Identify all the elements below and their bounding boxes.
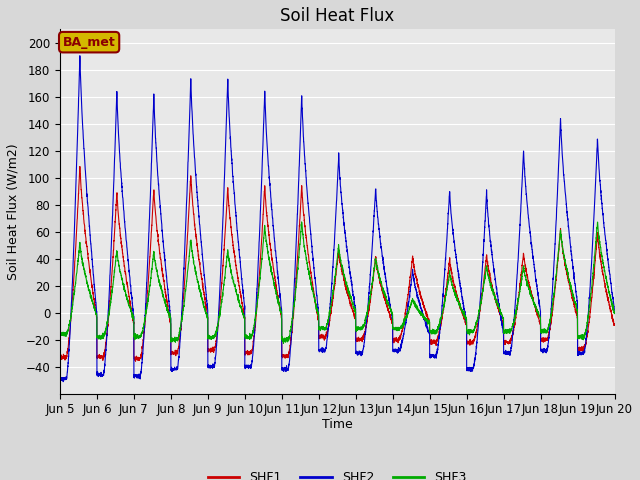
SHF1 — [610, 322, 618, 328]
SHF2 — [317, 347, 324, 352]
SHF2 — [60, 379, 67, 384]
Text: BA_met: BA_met — [63, 36, 115, 48]
Y-axis label: Soil Heat Flux (W/m2): Soil Heat Flux (W/m2) — [7, 143, 20, 280]
SHF2 — [56, 374, 64, 380]
Line: SHF3: SHF3 — [60, 222, 614, 343]
SHF1 — [56, 357, 64, 363]
Line: SHF2: SHF2 — [60, 56, 614, 382]
SHF2 — [462, 314, 470, 320]
SHF1 — [76, 164, 84, 169]
SHF2 — [610, 304, 618, 310]
SHF3 — [610, 308, 618, 313]
SHF3 — [56, 332, 64, 338]
SHF2 — [431, 353, 439, 359]
SHF2 — [156, 200, 164, 206]
Title: Soil Heat Flux: Soil Heat Flux — [280, 7, 394, 25]
Line: SHF1: SHF1 — [60, 167, 614, 361]
SHF3 — [317, 324, 324, 330]
SHF3 — [298, 219, 305, 225]
SHF3 — [611, 311, 618, 316]
SHF1 — [132, 359, 140, 364]
SHF1 — [317, 332, 324, 338]
SHF3 — [431, 329, 439, 335]
Legend: SHF1, SHF2, SHF3: SHF1, SHF2, SHF3 — [203, 467, 472, 480]
SHF1 — [156, 250, 164, 256]
SHF2 — [76, 53, 84, 59]
SHF1 — [462, 318, 470, 324]
SHF3 — [156, 281, 163, 287]
SHF1 — [431, 338, 439, 344]
X-axis label: Time: Time — [322, 418, 353, 431]
SHF1 — [611, 321, 618, 327]
SHF3 — [280, 340, 287, 346]
SHF3 — [493, 300, 501, 306]
SHF3 — [462, 315, 470, 321]
SHF1 — [493, 301, 501, 307]
SHF2 — [611, 307, 618, 313]
SHF2 — [493, 290, 501, 296]
